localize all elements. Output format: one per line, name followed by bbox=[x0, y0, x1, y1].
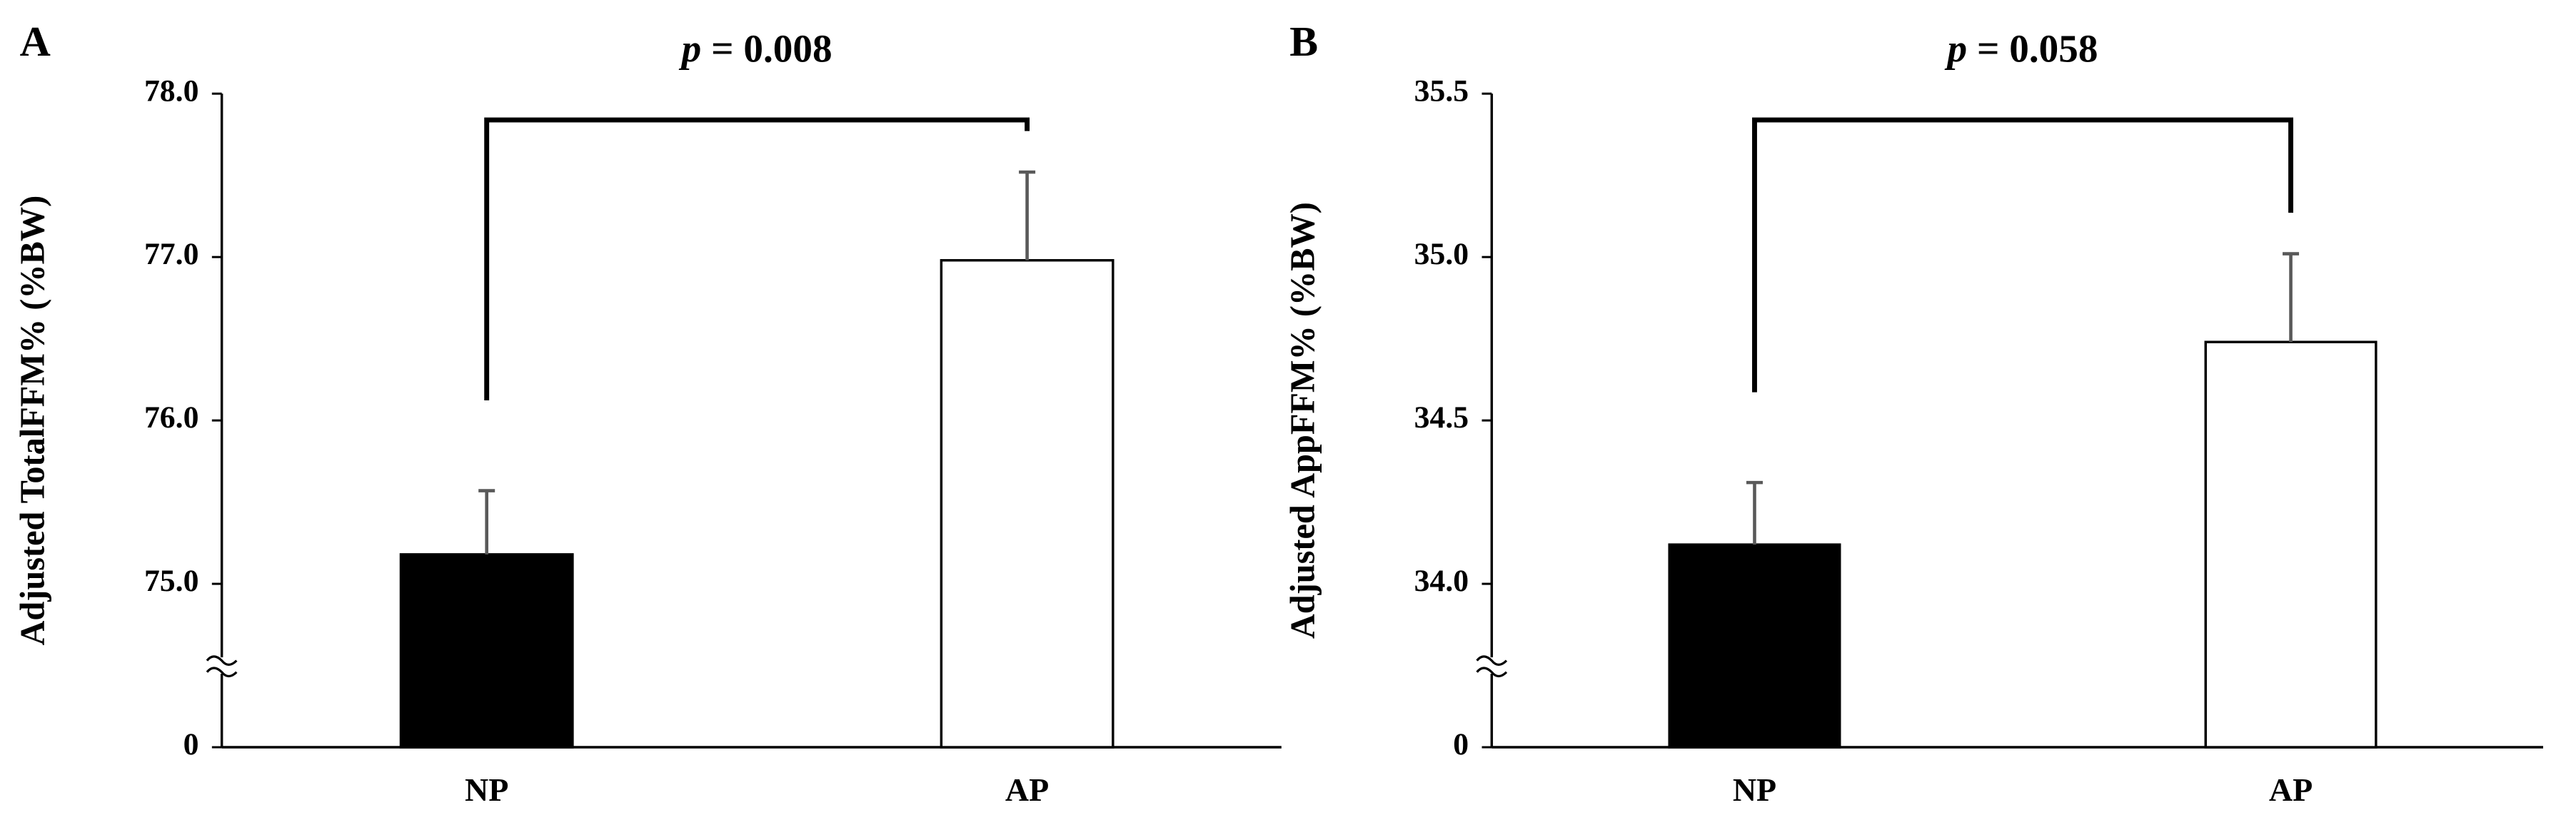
bar bbox=[1668, 543, 1841, 749]
error-bar bbox=[478, 489, 495, 555]
bar bbox=[940, 259, 1115, 749]
y-axis-label: Adjusted AppFFM% (%BW) bbox=[1284, 202, 1322, 639]
axis-break-gap bbox=[208, 657, 236, 674]
significance-bracket bbox=[1752, 117, 2293, 393]
y-tick-label: 78.0 bbox=[144, 74, 198, 108]
p-value: p = 0.008 bbox=[679, 26, 832, 70]
axis-break bbox=[1476, 655, 1508, 666]
p-symbol: p bbox=[679, 26, 702, 70]
error-bar bbox=[1746, 480, 1763, 545]
y-tick-label: 0 bbox=[1453, 727, 1469, 761]
y-tick-label: 35.5 bbox=[1414, 74, 1469, 108]
y-axis-label: Adjusted TotalFFM% (%BW) bbox=[14, 196, 52, 646]
axis-break bbox=[206, 655, 238, 666]
bar bbox=[2204, 340, 2378, 749]
x-tick-label: NP bbox=[465, 771, 508, 808]
significance-bracket bbox=[484, 117, 1030, 401]
p-value-text: = 0.058 bbox=[1977, 26, 2098, 70]
panel-label: B bbox=[1289, 18, 1318, 65]
p-value: p = 0.058 bbox=[1945, 26, 2098, 70]
y-tick-label: 77.0 bbox=[144, 237, 198, 271]
axis-break bbox=[1476, 667, 1508, 678]
x-tick-label: AP bbox=[1005, 771, 1049, 808]
p-symbol: p bbox=[1945, 26, 1968, 70]
error-bar bbox=[1019, 170, 1036, 260]
x-tick-label: NP bbox=[1733, 771, 1776, 808]
p-value-text: = 0.008 bbox=[711, 26, 832, 70]
y-tick-label: 35.0 bbox=[1414, 237, 1469, 271]
y-tick-label: 0 bbox=[183, 727, 199, 761]
y-tick-label: 34.5 bbox=[1414, 400, 1469, 435]
y-tick-label: 75.0 bbox=[144, 564, 198, 598]
y-tick-label: 34.0 bbox=[1414, 564, 1469, 598]
bar bbox=[399, 553, 574, 749]
x-tick-label: AP bbox=[2269, 771, 2313, 808]
panel-label: A bbox=[20, 18, 51, 65]
axis-break-gap bbox=[1478, 657, 1505, 674]
error-bar bbox=[2283, 252, 2300, 343]
y-tick-label: 76.0 bbox=[144, 400, 198, 435]
axis-break bbox=[206, 667, 238, 678]
